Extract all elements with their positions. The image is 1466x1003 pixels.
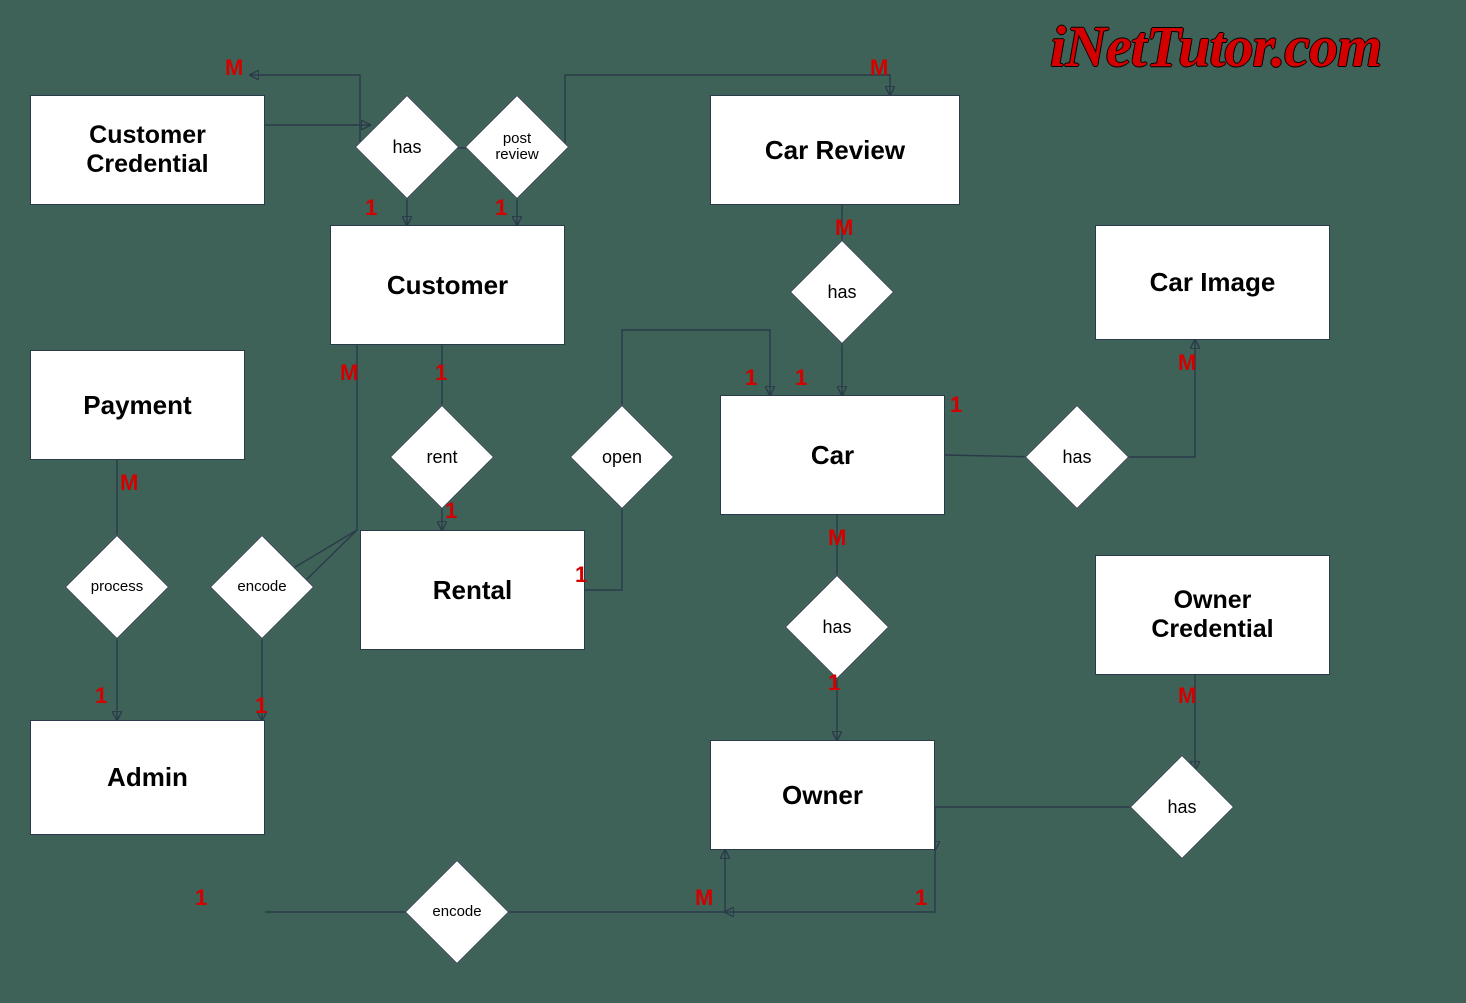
- entity-label: Owner: [782, 780, 863, 811]
- entity-car_image: Car Image: [1095, 225, 1330, 340]
- cardinality-label: 1: [915, 885, 927, 911]
- cardinality-label: M: [835, 215, 853, 241]
- entity-rental: Rental: [360, 530, 585, 650]
- entity-label: Car Image: [1150, 267, 1276, 298]
- cardinality-label: 1: [255, 693, 267, 719]
- cardinality-label: M: [340, 360, 358, 386]
- cardinality-label: 1: [495, 195, 507, 221]
- cardinality-label: M: [870, 55, 888, 81]
- entity-car_review: Car Review: [710, 95, 960, 205]
- entity-customer: Customer: [330, 225, 565, 345]
- relationship-label: has: [822, 618, 851, 637]
- cardinality-label: 1: [828, 670, 840, 696]
- entity-label: OwnerCredential: [1151, 586, 1273, 644]
- relationship-label: encode: [237, 579, 286, 595]
- entity-admin: Admin: [30, 720, 265, 835]
- relationship-encode_admin_cust: encode: [225, 550, 299, 624]
- connector: [250, 75, 370, 147]
- connector: [935, 807, 1145, 850]
- cardinality-label: 1: [575, 562, 587, 588]
- cardinality-label: 1: [365, 195, 377, 221]
- relationship-has_car_image: has: [1040, 420, 1114, 494]
- cardinality-label: 1: [445, 498, 457, 524]
- cardinality-label: M: [695, 885, 713, 911]
- cardinality-label: 1: [95, 683, 107, 709]
- relationship-label: has: [392, 138, 421, 157]
- cardinality-label: 1: [950, 392, 962, 418]
- cardinality-label: M: [1178, 683, 1196, 709]
- relationship-open: open: [585, 420, 659, 494]
- cardinality-label: M: [120, 470, 138, 496]
- cardinality-label: M: [225, 55, 243, 81]
- relationship-label: rent: [426, 448, 457, 467]
- cardinality-label: 1: [435, 360, 447, 386]
- relationship-encode_admin_owner: encode: [420, 875, 494, 949]
- connector: [725, 850, 935, 912]
- relationship-has_owner_cred: has: [1145, 770, 1219, 844]
- cardinality-label: M: [828, 525, 846, 551]
- watermark: iNetTutor.com: [1050, 18, 1381, 76]
- entity-label: Payment: [83, 390, 191, 421]
- entity-label: Car Review: [765, 135, 905, 166]
- relationship-process: process: [80, 550, 154, 624]
- cardinality-label: M: [1178, 350, 1196, 376]
- entity-car: Car: [720, 395, 945, 515]
- cardinality-label: 1: [745, 365, 757, 391]
- entity-customer_credential: CustomerCredential: [30, 95, 265, 205]
- relationship-label: postreview: [495, 131, 538, 163]
- entity-label: Customer: [387, 270, 508, 301]
- relationship-label: process: [91, 579, 144, 595]
- entity-owner: Owner: [710, 740, 935, 850]
- relationship-rent: rent: [405, 420, 479, 494]
- relationship-label: encode: [432, 904, 481, 920]
- entity-label: Admin: [107, 762, 188, 793]
- entity-payment: Payment: [30, 350, 245, 460]
- cardinality-label: 1: [195, 885, 207, 911]
- entity-label: Rental: [433, 575, 512, 606]
- relationship-label: has: [827, 283, 856, 302]
- cardinality-label: 1: [795, 365, 807, 391]
- relationship-label: has: [1062, 448, 1091, 467]
- relationship-has_cust_cred: has: [370, 110, 444, 184]
- entity-owner_credential: OwnerCredential: [1095, 555, 1330, 675]
- relationship-has_car_owner: has: [800, 590, 874, 664]
- relationship-post_review: postreview: [480, 110, 554, 184]
- connector: [494, 850, 725, 912]
- entity-label: CustomerCredential: [86, 121, 208, 179]
- relationship-label: open: [602, 448, 642, 467]
- relationship-has_car_review: has: [805, 255, 879, 329]
- entity-label: Car: [811, 440, 854, 471]
- relationship-label: has: [1167, 798, 1196, 817]
